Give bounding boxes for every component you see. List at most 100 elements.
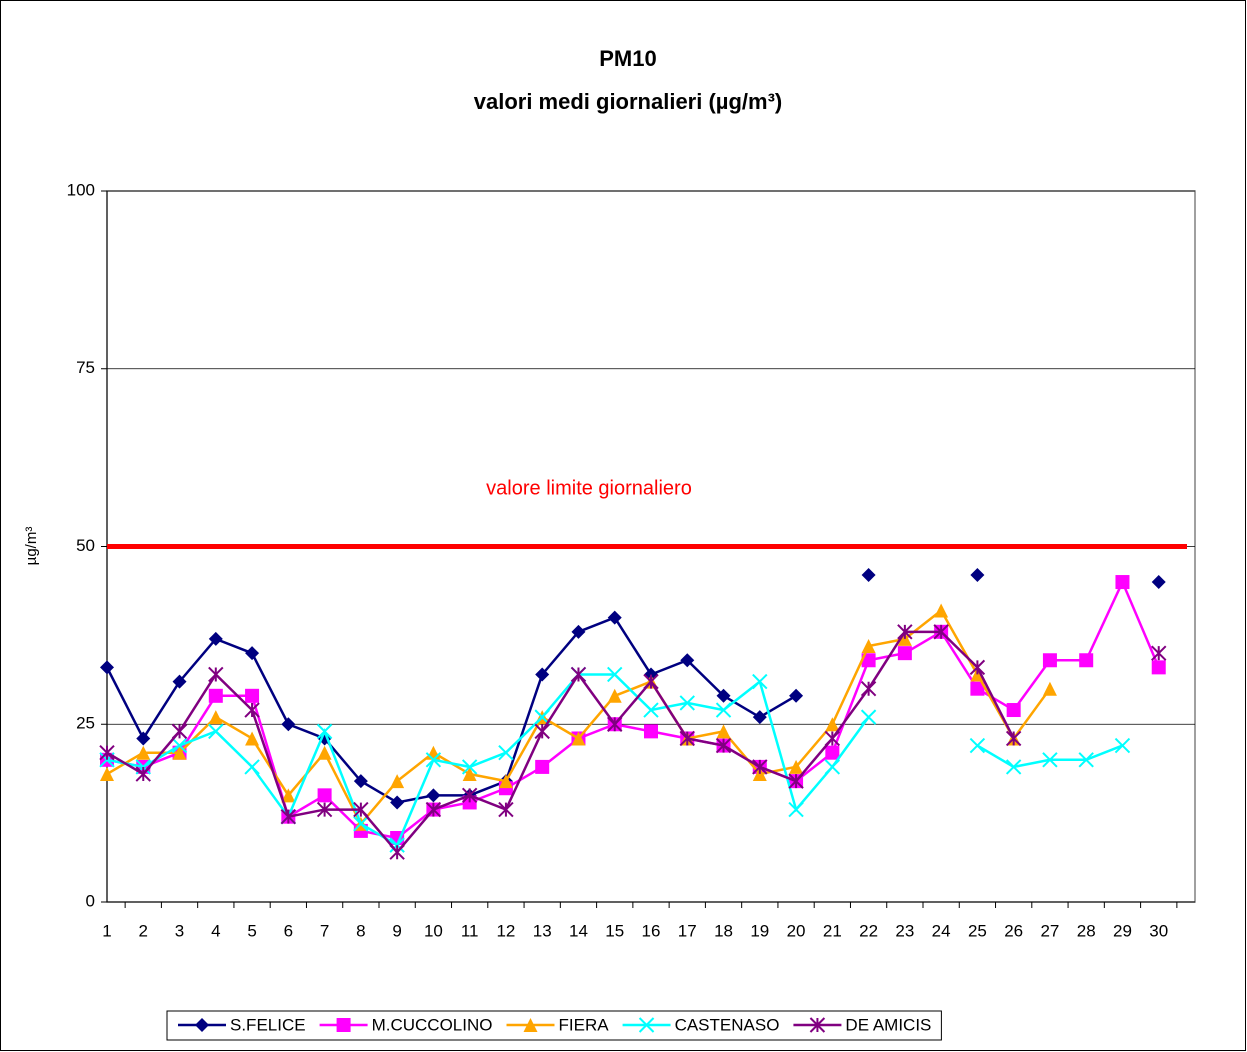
x-tick-label: 3 — [175, 921, 184, 940]
marker — [244, 702, 260, 718]
x-tick-label: 25 — [968, 921, 987, 940]
legend-label: CASTENASO — [675, 1015, 780, 1034]
y-tick-label: 50 — [76, 536, 95, 555]
marker — [607, 688, 622, 703]
marker — [195, 1018, 209, 1032]
y-tick-label: 100 — [67, 180, 95, 199]
x-tick-label: 2 — [139, 921, 148, 940]
marker — [208, 666, 224, 683]
marker — [100, 767, 114, 782]
marker — [970, 681, 985, 696]
marker — [897, 646, 912, 661]
marker — [353, 801, 369, 818]
marker — [897, 631, 912, 646]
marker — [353, 816, 369, 832]
x-tick-label: 8 — [356, 921, 365, 940]
x-tick-label: 23 — [895, 921, 914, 940]
legend-label: S.FELICE — [230, 1015, 306, 1034]
marker — [523, 1018, 538, 1032]
marker — [208, 723, 224, 740]
marker — [1151, 660, 1166, 675]
marker — [1042, 681, 1057, 696]
marker — [1005, 730, 1022, 747]
marker — [607, 716, 623, 732]
x-tick-label: 21 — [823, 921, 842, 940]
marker — [208, 688, 223, 703]
marker — [715, 737, 732, 754]
x-tick-label: 6 — [284, 921, 293, 940]
marker — [461, 759, 478, 775]
marker — [171, 723, 188, 740]
x-tick-label: 1 — [102, 921, 111, 940]
marker — [172, 745, 187, 760]
marker — [789, 759, 804, 774]
marker — [1078, 752, 1094, 768]
marker — [1114, 737, 1131, 754]
marker — [679, 730, 695, 747]
marker — [643, 702, 659, 718]
legend-label: M.CUCCOLINO — [372, 1015, 493, 1034]
marker — [607, 666, 623, 683]
marker — [245, 688, 260, 703]
marker — [208, 631, 223, 646]
marker — [861, 567, 876, 582]
marker — [824, 759, 841, 775]
x-tick-label: 5 — [247, 921, 256, 940]
marker — [809, 1017, 826, 1033]
marker — [1115, 575, 1130, 590]
marker — [788, 773, 804, 789]
marker — [825, 745, 840, 760]
x-tick-label: 13 — [533, 921, 552, 940]
marker — [498, 744, 514, 761]
marker — [1005, 759, 1022, 775]
marker — [353, 774, 368, 789]
marker — [172, 674, 187, 689]
marker — [969, 737, 986, 754]
marker — [933, 624, 949, 640]
marker — [534, 723, 550, 740]
marker — [390, 795, 405, 810]
chart-title: PM10 — [599, 46, 656, 71]
marker — [1151, 645, 1167, 661]
legend-label: FIERA — [559, 1015, 610, 1034]
x-tick-label: 11 — [461, 921, 479, 940]
x-tick-label: 22 — [859, 921, 878, 940]
marker — [281, 788, 296, 803]
x-tick-label: 17 — [678, 921, 697, 940]
x-tick-label: 16 — [642, 921, 661, 940]
marker — [570, 666, 587, 683]
marker — [1151, 575, 1166, 590]
y-tick-label: 0 — [86, 891, 95, 910]
marker — [789, 688, 804, 703]
x-tick-label: 18 — [714, 921, 733, 940]
marker — [716, 724, 731, 739]
x-tick-label: 4 — [211, 921, 220, 940]
x-tick-label: 14 — [569, 921, 588, 940]
marker — [969, 659, 986, 676]
marker — [535, 759, 550, 774]
marker — [680, 653, 695, 668]
marker — [281, 717, 296, 732]
marker — [425, 752, 442, 768]
marker — [317, 788, 332, 803]
marker — [1006, 703, 1021, 718]
x-tick-label: 29 — [1113, 921, 1132, 940]
marker — [135, 766, 151, 782]
marker — [461, 787, 478, 804]
x-tick-label: 24 — [932, 921, 951, 940]
x-tick-label: 19 — [750, 921, 769, 940]
marker — [426, 788, 441, 803]
y-axis-label: µg/m³ — [23, 527, 40, 566]
marker — [1042, 752, 1058, 768]
marker — [824, 730, 841, 747]
marker — [208, 710, 223, 725]
x-tick-label: 9 — [392, 921, 401, 940]
x-tick-label: 27 — [1040, 921, 1059, 940]
x-tick-label: 28 — [1077, 921, 1096, 940]
marker — [934, 603, 949, 618]
marker — [752, 759, 768, 775]
legend: S.FELICE M.CUCCOLINO FIERA CASTENASO DE AMIC… — [166, 1010, 942, 1041]
legend-label: DE AMICIS — [845, 1015, 931, 1034]
marker — [336, 1018, 351, 1032]
y-tick-label: 75 — [76, 358, 95, 377]
